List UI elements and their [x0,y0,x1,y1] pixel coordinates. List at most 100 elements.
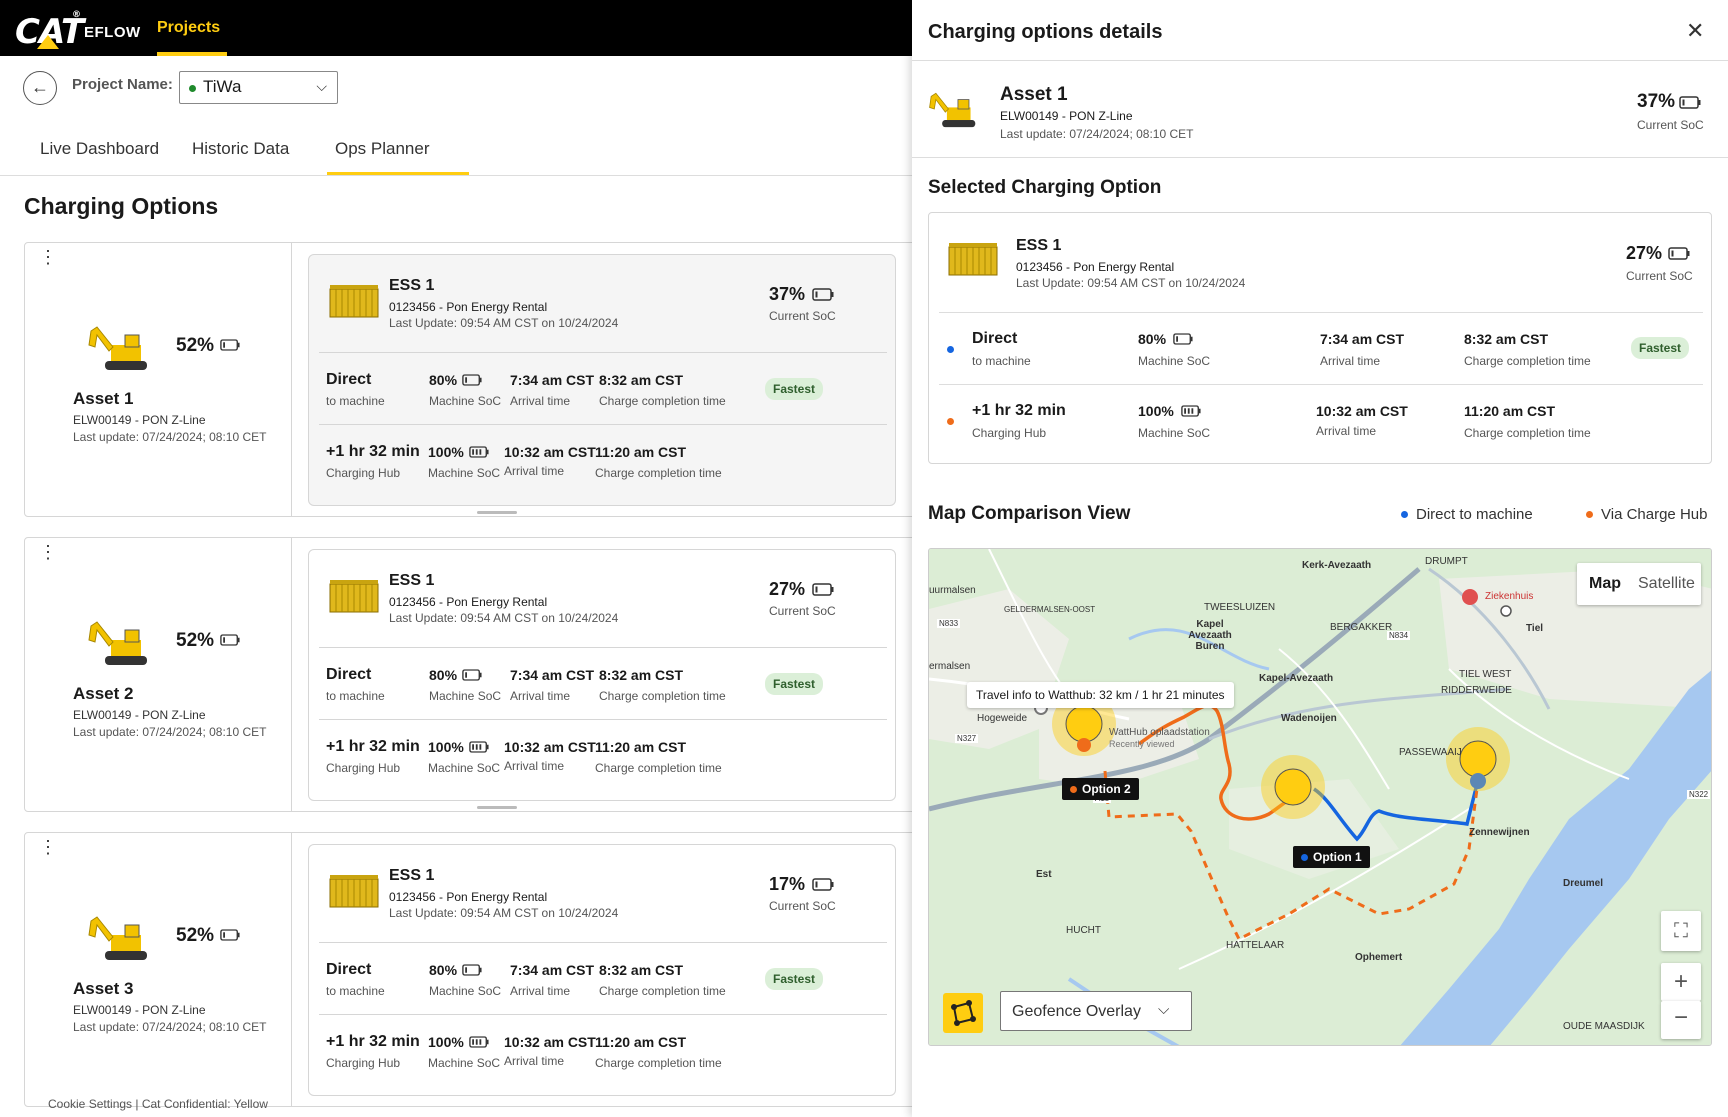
machine-soc: 80% [429,667,458,683]
geofence-overlay-select[interactable]: Geofence Overlay ⌵ [1000,991,1192,1031]
map-view[interactable]: Kerk-Avezaath DRUMPT uurmalsen TWEESLUIZ… [928,548,1712,1046]
map-place: GELDERMALSEN-OOST [1004,605,1096,614]
machine-soc-label: Machine SoC [1138,354,1211,368]
fastest-badge: Fastest [765,968,824,990]
divider [939,384,1703,385]
scroll-handle[interactable] [477,511,517,514]
zoom-in-icon[interactable]: + [1661,963,1701,1001]
completion-time: 11:20 am CST [595,1034,687,1050]
scroll-handle[interactable] [477,806,517,809]
drawer-title: Charging options details [928,21,1163,43]
charging-option-card: ⋮ 52% Asset 2 ELW00149 - PON Z-Line Last… [24,537,937,812]
hub-dot [947,418,954,425]
map-place: Ophemert [1355,952,1403,963]
arrival-time: 10:32 am CST [504,739,596,755]
map-place: HATTELAAR [1226,940,1285,951]
machine-soc: 80% [429,372,458,388]
tab-historic-data[interactable]: Historic Data [192,139,290,158]
row-sub: Charging Hub [326,466,401,480]
project-value: TiWa [203,77,242,96]
asset-id: ELW00149 - PON Z-Line [73,708,206,722]
nav-projects[interactable]: Projects [157,19,221,36]
option-2-text: Option 2 [1082,782,1131,796]
arrival-time: 7:34 am CST [510,667,595,683]
map-place: Kapel Avezaath Buren [1188,619,1232,652]
row-title: Direct [972,330,1018,347]
close-icon[interactable]: ✕ [1686,18,1705,43]
map-type-control: Map Satellite [1577,563,1701,605]
arrival-label: Arrival time [510,984,571,998]
ess-soc-label: Current SoC [769,309,836,323]
battery-icon [220,929,240,941]
tab-live-dashboard[interactable]: Live Dashboard [40,139,160,158]
option-1-label[interactable]: Option 1 [1293,846,1370,868]
ess-id: 0123456 - Pon Energy Rental [389,890,548,904]
fullscreen-icon[interactable]: ⛶ [1661,911,1701,951]
row-sub: Charging Hub [972,426,1047,440]
divider [319,647,887,648]
completion-label: Charge completion time [599,689,726,703]
legend-direct-dot [1401,511,1408,518]
battery-icon [220,634,240,646]
ess-name: ESS 1 [389,572,435,589]
map-place: Recently viewed [1109,739,1175,749]
kebab-menu-icon[interactable]: ⋮ [39,247,57,267]
ess-option[interactable]: ESS 1 0123456 - Pon Energy Rental Last U… [308,254,896,506]
machine-soc: 100% [428,1034,464,1050]
map-type-map[interactable]: Map [1589,575,1621,592]
divider [939,312,1703,313]
ess-option[interactable]: ESS 1 0123456 - Pon Energy Rental Last U… [308,844,896,1096]
project-label: Project Name: [72,76,173,93]
geofence-draw-icon[interactable] [943,993,983,1033]
legend-direct: Direct to machine [1416,506,1533,523]
ess-id: 0123456 - Pon Energy Rental [1016,260,1175,274]
footer-text[interactable]: Cookie Settings | Cat Confidential: Yell… [48,1097,268,1111]
product-name: EFLOW [84,24,141,41]
machine-soc-label: Machine SoC [1138,426,1211,440]
tab-active-indicator [327,172,469,175]
completion-time: 8:32 am CST [599,667,684,683]
map-place: Zennewijnen [1469,827,1530,838]
option-2-label[interactable]: Option 2 [1062,778,1139,800]
tab-ops-planner[interactable]: Ops Planner [335,139,430,158]
machine-soc: 100% [1138,403,1174,419]
arrival-time: 10:32 am CST [1316,403,1408,419]
cat-logo[interactable]: CAT ® [15,10,84,52]
machine-soc-label: Machine SoC [429,984,502,998]
ess-soc-label: Current SoC [769,899,836,913]
project-select[interactable]: TiWa ⌵ [179,71,338,104]
battery-icon [469,741,489,753]
kebab-menu-icon[interactable]: ⋮ [39,542,57,562]
zoom-out-icon[interactable]: − [1661,1001,1701,1039]
map-place: Kerk-Avezaath [1302,560,1372,571]
asset-soc: 52% [176,335,215,356]
excavator-icon [87,321,153,373]
row-sub: to machine [326,984,385,998]
excavator-icon [87,911,153,963]
divider [319,719,887,720]
ess-option[interactable]: ESS 1 0123456 - Pon Energy Rental Last U… [308,549,896,801]
row-sub: to machine [326,689,385,703]
kebab-menu-icon[interactable]: ⋮ [39,837,57,857]
completion-label: Charge completion time [595,761,722,775]
selected-option-card: ESS 1 0123456 - Pon Energy Rental Last U… [928,212,1712,464]
card-divider [291,538,292,811]
map-type-satellite[interactable]: Satellite [1638,575,1695,592]
asset-id: ELW00149 - PON Z-Line [73,413,206,427]
completion-label: Charge completion time [595,1056,722,1070]
asset-name: Asset 3 [73,979,134,998]
completion-label: Charge completion time [1464,354,1591,368]
tabs-divider [0,175,912,176]
machine-soc-label: Machine SoC [429,394,502,408]
map-canvas[interactable] [929,549,1712,1046]
row-title: Direct [326,666,372,683]
row-title: +1 hr 32 min [326,1033,420,1050]
ess-name: ESS 1 [1016,237,1062,254]
machine-soc: 100% [428,739,464,755]
completion-time: 11:20 am CST [595,444,687,460]
battery-icon [1181,405,1201,417]
battery-icon [1173,333,1193,345]
back-button[interactable]: ← [23,71,57,105]
map-place: HUCHT [1066,925,1101,936]
row-sub: Charging Hub [326,761,401,775]
